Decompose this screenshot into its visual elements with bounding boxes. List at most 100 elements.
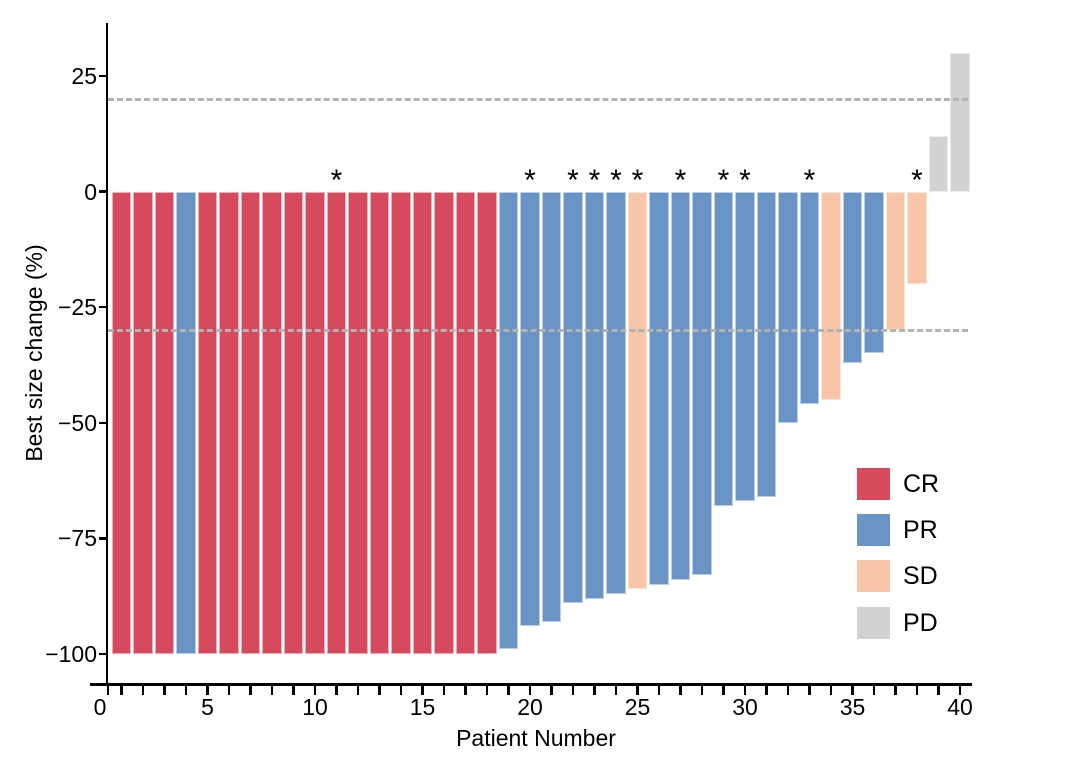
bar-patient-35 — [842, 191, 863, 363]
significance-star-patient-25: * — [631, 164, 644, 197]
significance-star-patient-11: * — [330, 164, 343, 197]
x-tick-label-15: 15 — [409, 694, 436, 720]
bar-patient-30 — [735, 191, 755, 502]
x-tick-26 — [657, 686, 661, 695]
x-tick-39 — [937, 686, 940, 695]
bar-patient-23 — [584, 191, 605, 599]
legend-label-PD: PD — [903, 609, 938, 637]
significance-star-patient-33: * — [803, 164, 816, 197]
x-tick-label-25: 25 — [624, 694, 651, 720]
x-tick-0 — [106, 686, 110, 695]
x-tick-37 — [894, 686, 897, 695]
x-tick-label-5: 5 — [201, 694, 214, 720]
significance-star-patient-22: * — [567, 164, 579, 197]
y-tick-label--50: −50 — [57, 409, 97, 436]
x-tick-2 — [141, 686, 145, 695]
significance-star-patient-20: * — [524, 164, 536, 197]
x-tick-label-20: 20 — [517, 694, 543, 720]
x-axis-title: Patient Number — [456, 725, 616, 751]
y-tick-label--75: −75 — [57, 525, 97, 552]
x-tick-40 — [958, 686, 962, 695]
bar-patient-26 — [649, 191, 669, 585]
x-tick-33 — [808, 686, 811, 695]
x-tick-14 — [399, 686, 403, 695]
x-tick-29 — [722, 686, 725, 695]
bar-patient-36 — [864, 191, 884, 354]
bar-patient-40 — [950, 52, 970, 192]
bar-patient-1 — [111, 191, 132, 654]
y-tick-label--25: −25 — [57, 294, 97, 321]
bar-patient-2 — [133, 191, 153, 654]
legend-label-PR: PR — [903, 516, 938, 544]
reference-line-minus30 — [108, 328, 968, 332]
legend-swatch-CR — [857, 468, 890, 500]
x-tick-1 — [120, 686, 123, 695]
x-tick-25 — [636, 686, 639, 695]
bar-patient-4 — [176, 191, 196, 654]
x-tick-label-35: 35 — [839, 694, 866, 720]
x-tick-30 — [743, 686, 747, 695]
x-tick-label-40: 40 — [947, 694, 973, 720]
x-tick-8 — [270, 686, 274, 695]
significance-star-patient-23: * — [588, 164, 601, 197]
y-tick--100 — [98, 652, 106, 656]
y-tick-0 — [98, 190, 106, 193]
y-tick-25 — [98, 74, 106, 78]
bar-patient-17 — [455, 191, 476, 654]
x-tick-23 — [593, 686, 596, 695]
y-tick--25 — [98, 305, 106, 309]
legend-label-SD: SD — [903, 562, 938, 590]
bar-patient-18 — [477, 191, 497, 654]
bar-patient-8 — [262, 191, 282, 654]
x-tick-17 — [464, 686, 467, 695]
x-tick-4 — [184, 686, 188, 695]
reference-line-plus20 — [108, 97, 968, 101]
y-axis-line — [105, 23, 108, 683]
x-tick-7 — [249, 686, 252, 695]
legend-swatch-PD — [857, 607, 890, 639]
x-tick-5 — [206, 686, 209, 695]
bar-patient-34 — [821, 191, 841, 400]
significance-star-patient-30: * — [739, 164, 751, 197]
legend-label-CR: CR — [903, 470, 940, 498]
y-axis-title: Best size change (%) — [21, 244, 47, 462]
x-tick-28 — [700, 686, 704, 695]
bar-patient-37 — [885, 191, 906, 331]
bar-patient-27 — [670, 191, 691, 580]
significance-star-patient-24: * — [610, 164, 622, 197]
legend-swatch-SD — [857, 560, 890, 592]
bar-patient-13 — [369, 191, 390, 654]
y-tick--75 — [98, 537, 106, 540]
x-tick-19 — [507, 686, 510, 695]
x-tick-36 — [872, 686, 876, 695]
bar-patient-31 — [756, 191, 777, 497]
legend-swatch-PR — [857, 514, 890, 546]
x-tick-label-30: 30 — [732, 694, 758, 720]
x-tick-12 — [356, 686, 360, 695]
y-tick-label-25: 25 — [71, 62, 97, 89]
x-tick-6 — [227, 686, 231, 695]
y-tick-label-0: 0 — [84, 178, 97, 205]
x-tick-20 — [528, 686, 532, 695]
x-tick-34 — [829, 686, 833, 695]
x-tick-11 — [335, 686, 338, 695]
x-tick-27 — [679, 686, 682, 695]
bar-patient-38 — [907, 191, 927, 284]
bar-patient-21 — [541, 191, 562, 622]
bar-patient-20 — [520, 191, 540, 627]
bar-patient-19 — [498, 191, 519, 650]
x-tick-13 — [378, 686, 381, 695]
bar-patient-29 — [713, 191, 734, 506]
x-axis-line — [90, 683, 972, 686]
x-tick-38 — [915, 686, 919, 695]
x-tick-18 — [485, 686, 489, 695]
x-tick-label-0: 0 — [93, 694, 107, 720]
significance-star-patient-29: * — [717, 164, 730, 197]
x-tick-24 — [614, 686, 618, 695]
bar-patient-3 — [154, 191, 175, 654]
x-tick-15 — [421, 686, 424, 695]
bar-patient-39 — [928, 136, 949, 192]
x-tick-21 — [550, 686, 553, 695]
bar-patient-32 — [778, 191, 798, 423]
